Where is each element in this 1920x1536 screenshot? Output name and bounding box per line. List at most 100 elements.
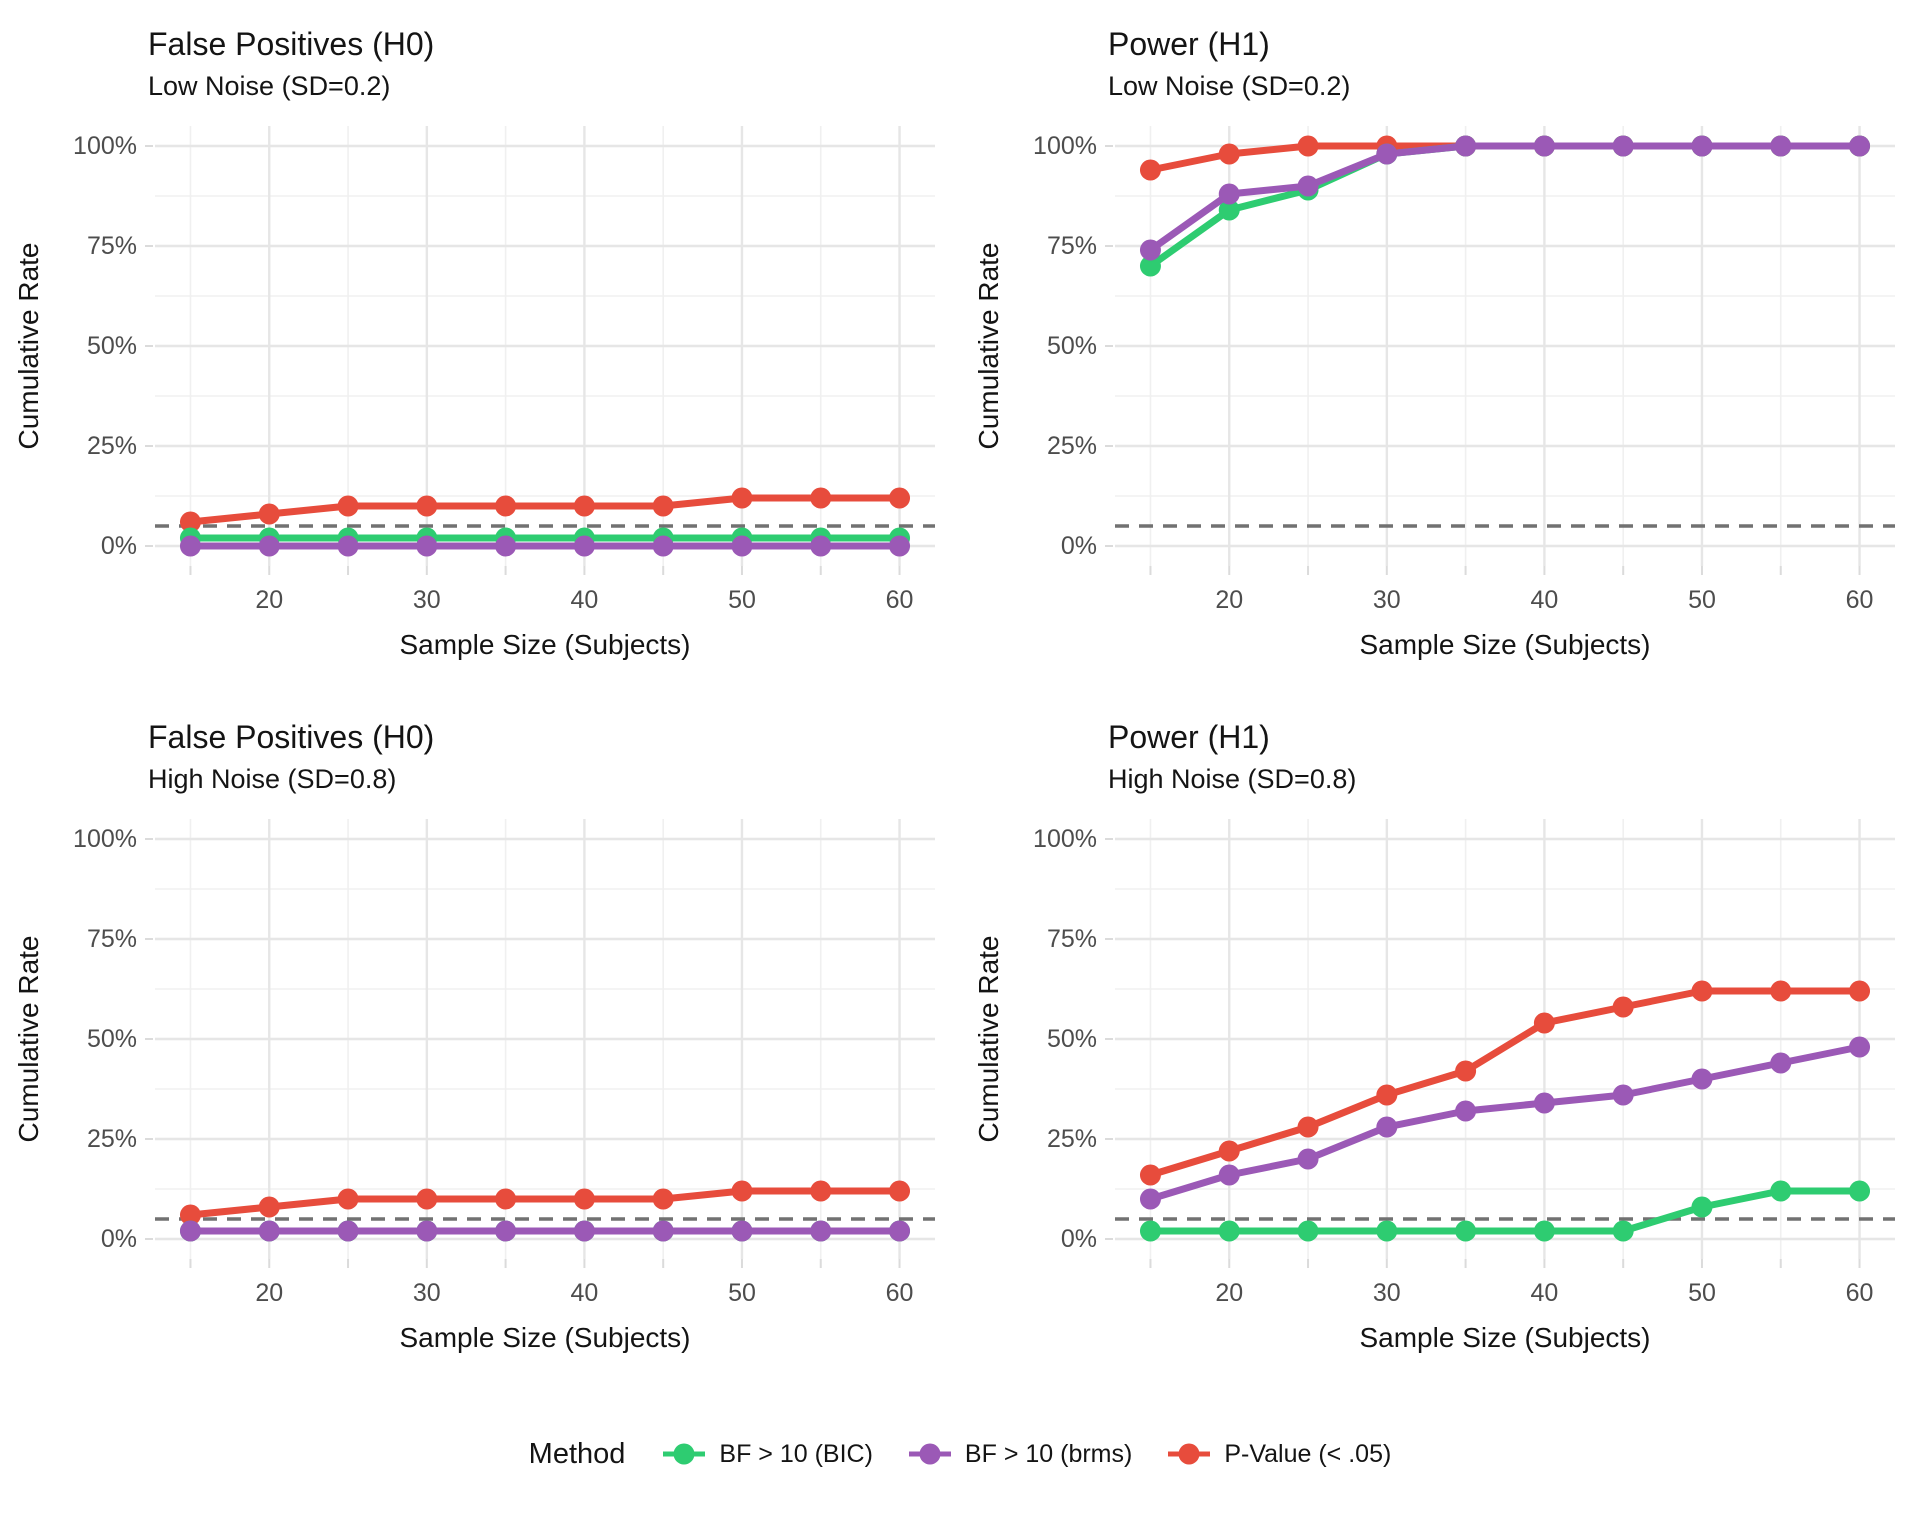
legend-title: Method [528,1437,626,1470]
data-point [1139,1188,1161,1210]
data-point [1139,239,1161,261]
y-tick-label: 75% [1047,232,1097,260]
data-point [337,535,359,557]
data-point [1218,183,1240,205]
data-point [889,535,911,557]
data-point [337,1188,359,1210]
panel-false-positives-low-noise: False Positives (H0) Low Noise (SD=0.2) … [0,0,960,693]
y-tick-label: 0% [101,532,137,560]
x-tick-label: 60 [886,1279,914,1307]
data-point [1691,135,1713,157]
data-point [810,535,832,557]
legend-item-label: BF > 10 (BIC) [719,1439,873,1468]
y-tick-label: 0% [101,1225,137,1253]
x-axis-title: Sample Size (Subjects) [1359,629,1650,660]
x-tick-label: 30 [1373,586,1401,614]
data-point [1455,1100,1477,1122]
panel-subtitle: Low Noise (SD=0.2) [1108,70,1351,101]
series-line [186,494,904,526]
y-tick-label: 50% [87,332,137,360]
series-line [1146,142,1864,270]
data-point [1139,1220,1161,1242]
y-tick-label: 50% [1047,332,1097,360]
panel-grid: False Positives (H0) Low Noise (SD=0.2) … [0,0,1920,1386]
data-point [1218,1164,1240,1186]
data-point [1770,980,1792,1002]
data-point [337,495,359,517]
data-point [1139,159,1161,181]
data-point [179,511,201,533]
data-point [495,495,517,517]
data-point [1376,1084,1398,1106]
y-tick-label: 25% [87,1125,137,1153]
series-line [1146,142,1864,254]
data-point [1297,1220,1319,1242]
x-tick-label: 50 [1688,586,1716,614]
data-point [416,535,438,557]
y-axis-title: Cumulative Rate [973,935,1004,1142]
y-axis-title: Cumulative Rate [13,242,44,449]
data-point [889,487,911,509]
data-point [1297,135,1319,157]
data-point [731,1180,753,1202]
panel-title: False Positives (H0) [148,26,435,62]
legend-item: P-Value (< .05) [1166,1440,1391,1469]
panel-power-high-noise: Power (H1) High Noise (SD=0.8) 0% 25% 50% 7… [960,693,1920,1386]
data-point [1612,1084,1634,1106]
x-tick-label: 20 [255,586,283,614]
data-point [1455,1220,1477,1242]
legend-item-label: P-Value (< .05) [1224,1439,1392,1468]
legend-key-icon [663,1443,706,1465]
x-tick-label: 60 [1846,1279,1874,1307]
y-tick-label: 0% [1061,532,1097,560]
data-point [1297,1148,1319,1170]
x-tick-label: 50 [1688,1279,1716,1307]
data-point [416,1220,438,1242]
chart-false-positives-high-noise: 0% 25% 50% 75% 100% 20 30 40 50 60 Sample Size (Su… [13,818,935,1353]
series-points [179,1180,911,1226]
y-tick-label: 100% [1033,825,1097,853]
axis-ticks [145,837,901,1268]
x-tick-label: 20 [255,1279,283,1307]
series-points [1139,135,1871,181]
series-points [179,487,911,533]
y-tick-label: 25% [1047,432,1097,460]
chart-power-high-noise: 0% 25% 50% 75% 100% 20 30 40 50 60 Sample Size (Su… [973,818,1895,1353]
data-point [1218,1220,1240,1242]
data-point [731,487,753,509]
data-point [495,535,517,557]
data-point [1455,135,1477,157]
series-points [1139,135,1871,261]
y-tick-label: 100% [73,132,137,160]
series-points [179,535,911,557]
data-point [1139,1164,1161,1186]
panel-subtitle: High Noise (SD=0.8) [148,763,397,794]
data-point [573,1188,595,1210]
series-line [186,1187,904,1219]
series-points [1139,1180,1871,1242]
data-point [1218,199,1240,221]
data-point [1376,1220,1398,1242]
x-tick-label: 20 [1215,1279,1243,1307]
x-tick-label: 50 [728,586,756,614]
data-point [179,535,201,557]
data-point [731,1220,753,1242]
legend-key-icon [908,1443,951,1465]
data-point [1691,980,1713,1002]
method-legend: Method BF > 10 (BIC) BF > 10 (brms) P-Valu… [0,1386,1920,1536]
legend-key-icon [1168,1443,1211,1465]
y-tick-label: 100% [73,825,137,853]
legend-item-label: BF > 10 (brms) [964,1439,1133,1468]
data-point [1533,1220,1555,1242]
chart-power-low-noise: 0% 25% 50% 75% 100% 20 30 40 50 60 Sample Size (Su… [973,125,1895,660]
y-tick-label: 75% [87,232,137,260]
x-axis-title: Sample Size (Subjects) [399,629,690,660]
data-point [258,1220,280,1242]
x-tick-label: 40 [570,1279,598,1307]
panel-title: False Positives (H0) [148,719,435,755]
data-point [1849,980,1871,1002]
y-tick-label: 50% [87,1025,137,1053]
data-point [416,1188,438,1210]
legend-item: BF > 10 (BIC) [661,1440,873,1469]
y-tick-label: 25% [1047,1125,1097,1153]
